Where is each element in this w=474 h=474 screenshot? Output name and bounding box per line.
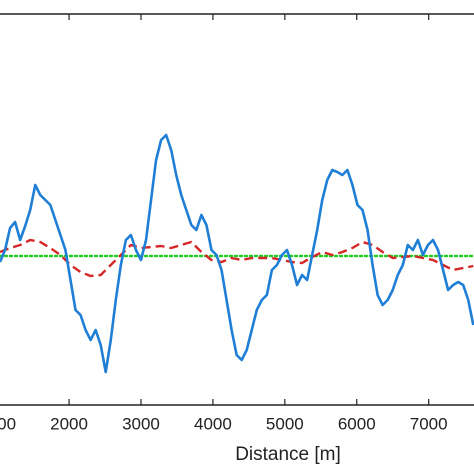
- line-series: [0, 133, 474, 374]
- x-axis-label: Distance [m]: [235, 444, 341, 465]
- x-tick-label: 3000: [122, 414, 160, 433]
- x-tick-label: 1000: [0, 414, 16, 433]
- x-tick-label: 5000: [266, 414, 304, 433]
- x-tick-label: 6000: [338, 414, 376, 433]
- x-tick-label: 2000: [50, 414, 88, 433]
- x-tick-label: 4000: [194, 414, 232, 433]
- line-series: [0, 238, 474, 278]
- x-tick-label: 7000: [410, 414, 448, 433]
